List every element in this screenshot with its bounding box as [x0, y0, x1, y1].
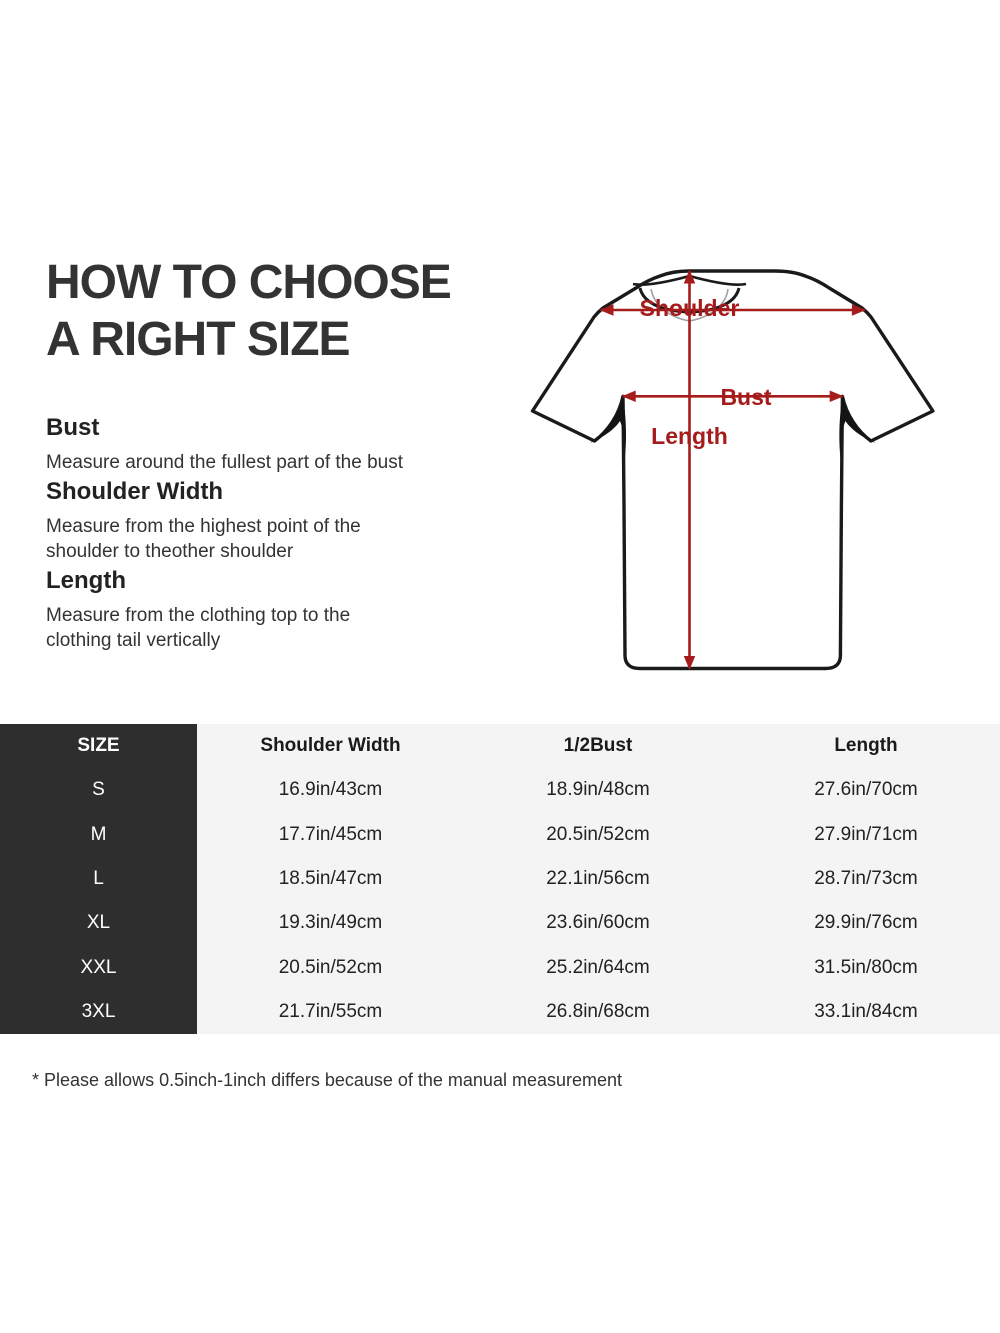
- svg-text:Length: Length: [651, 423, 728, 449]
- svg-text:Bust: Bust: [720, 384, 771, 410]
- svg-text:Shoulder: Shoulder: [640, 295, 740, 321]
